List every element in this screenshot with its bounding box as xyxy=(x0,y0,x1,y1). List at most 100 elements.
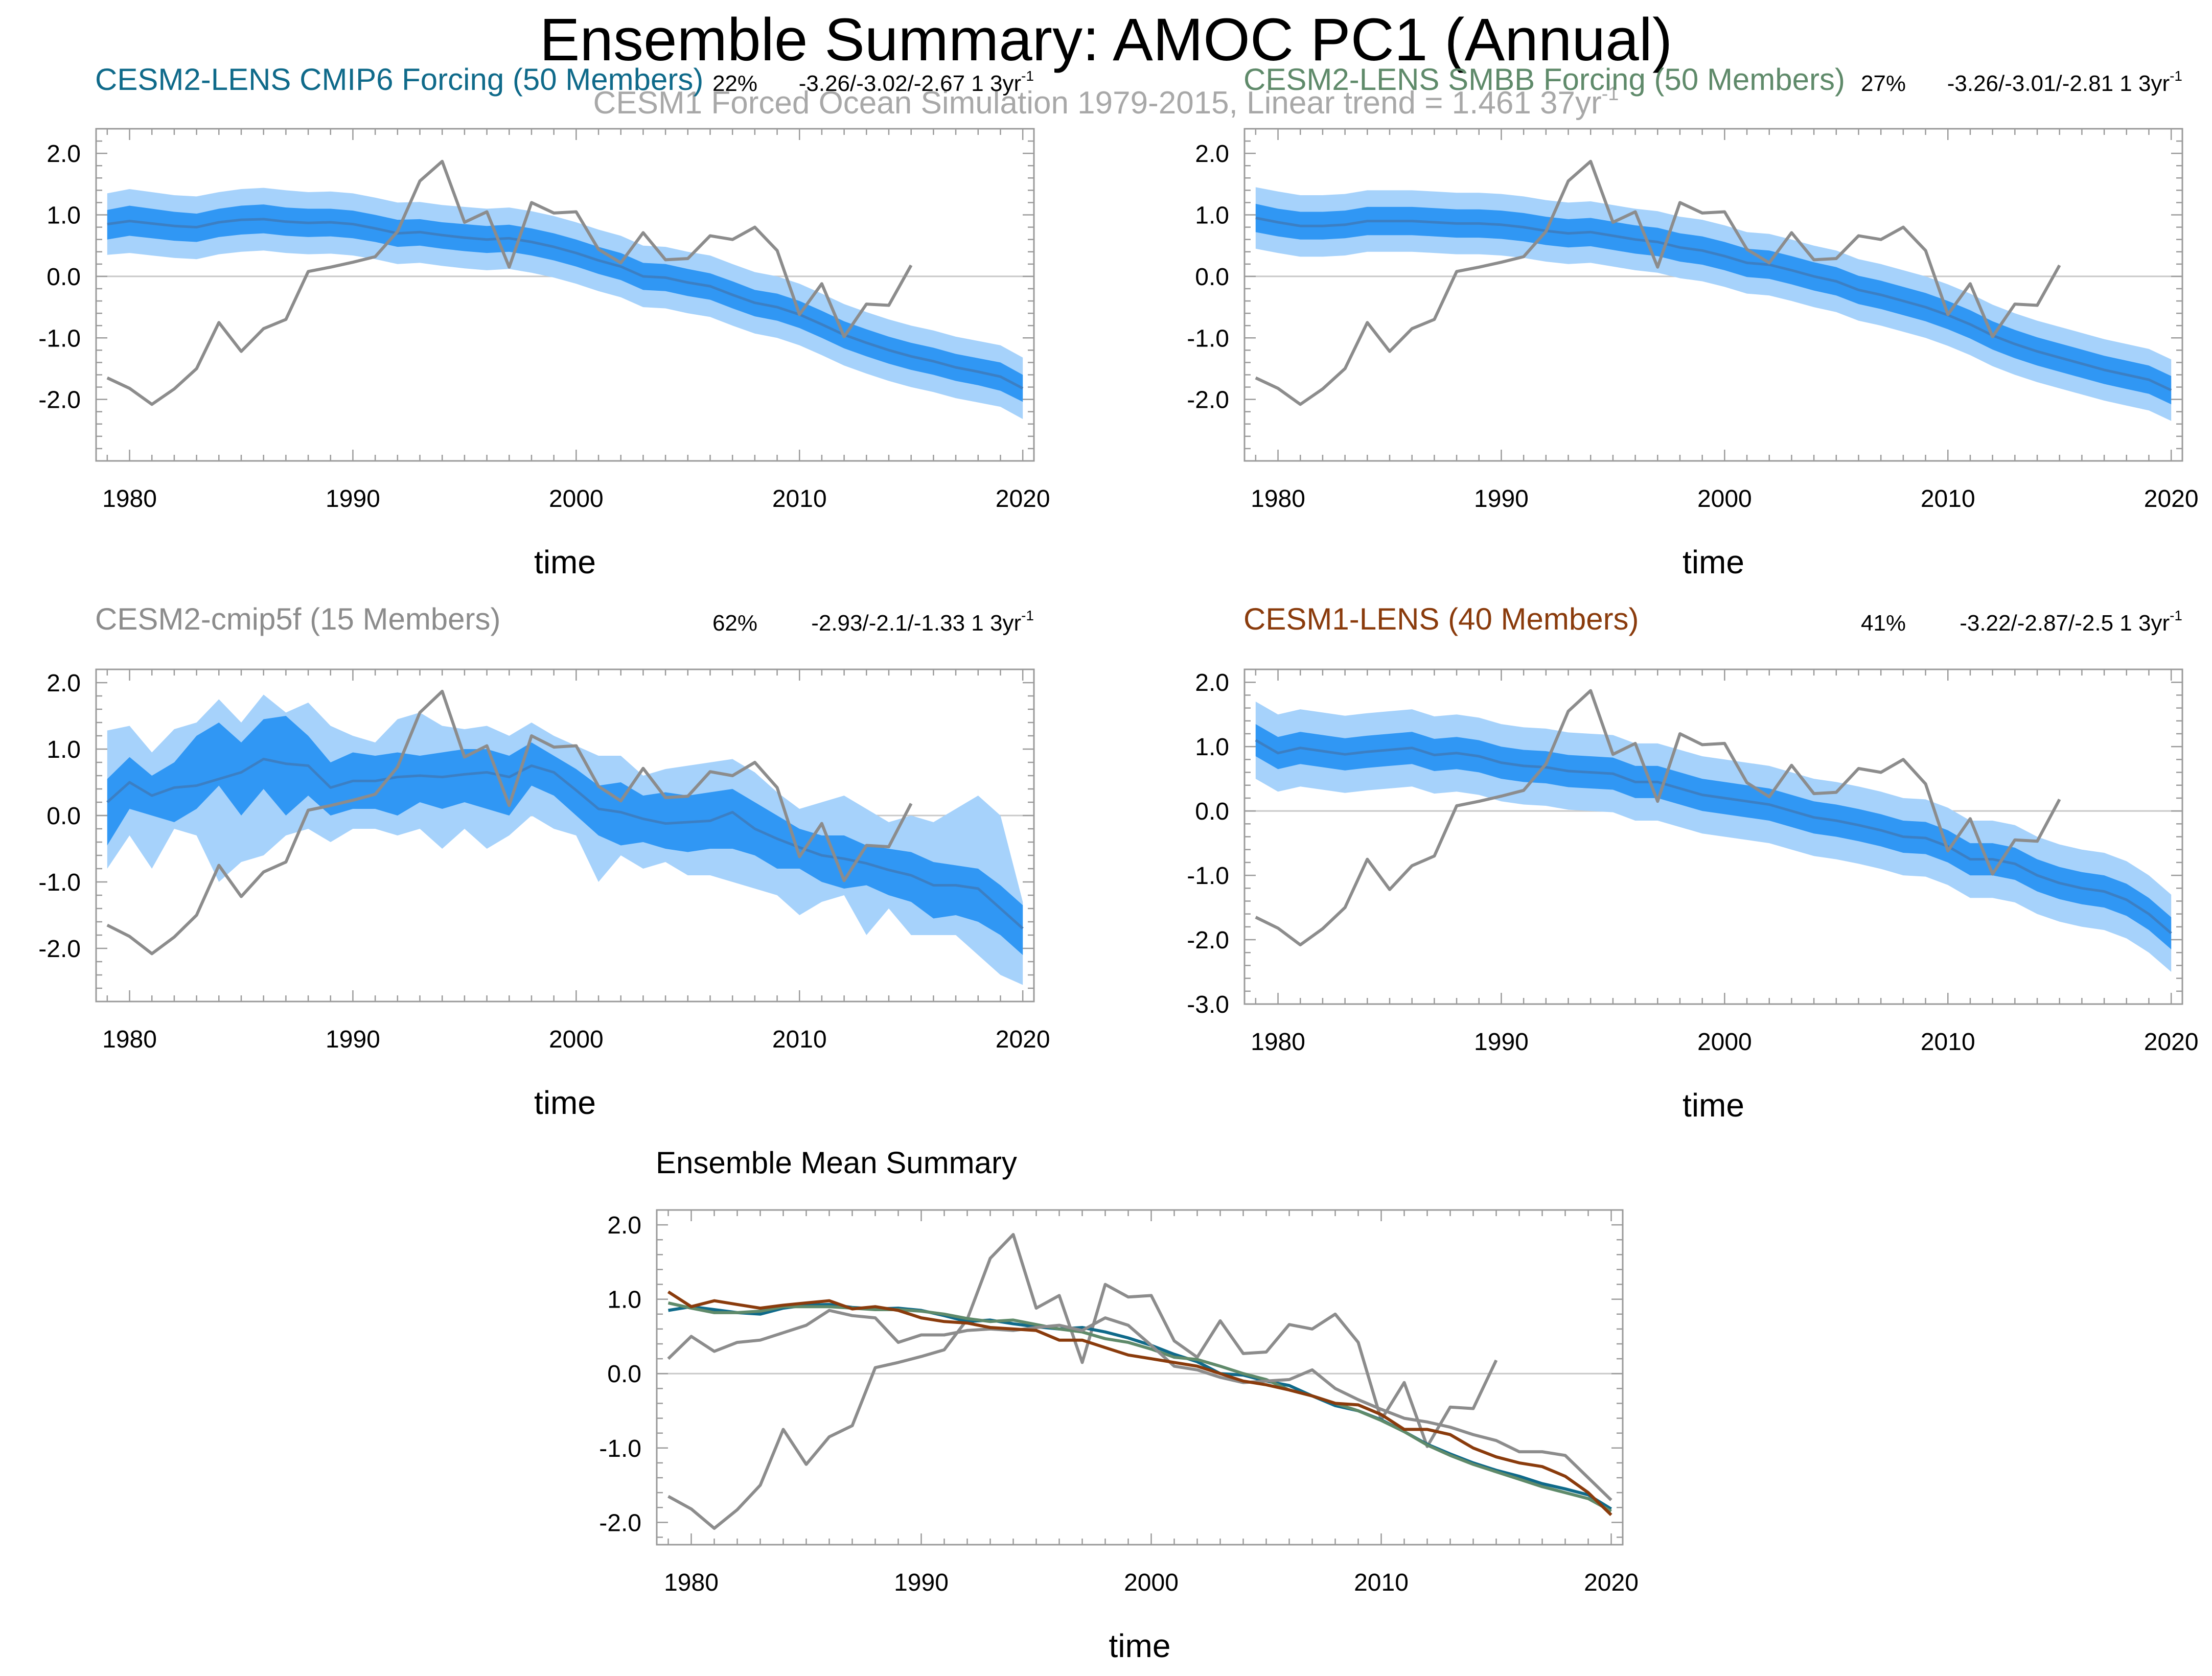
plot-area-summary xyxy=(657,1233,1623,1530)
plot-area-cmip5f xyxy=(96,689,1034,985)
trend-label-text-cmip5f: -2.93/-2.1/-1.33 1 3yr xyxy=(811,611,1021,636)
x-tick-label: 1980 xyxy=(1251,1029,1305,1056)
plot-frame-cmip5f xyxy=(95,668,1035,1003)
y-tick-label: 1.0 xyxy=(1195,202,1229,229)
trend-label-text-smbb: -3.26/-3.01/-2.81 1 3yr xyxy=(1947,71,2170,96)
y-tick-label: -1.0 xyxy=(599,1435,641,1462)
percent-label-smbb: 27% xyxy=(1861,71,1906,96)
y-tick-label: -1.0 xyxy=(1187,325,1229,352)
y-tick-label: 1.0 xyxy=(1195,734,1229,761)
ensemble-mean-line-lens1 xyxy=(1255,739,2172,935)
chart-title-cmip5f: CESM2-cmip5f (15 Members) xyxy=(95,602,501,636)
x-tick-label: 2010 xyxy=(1921,1029,1975,1056)
y-tick-label: 2.0 xyxy=(1195,141,1229,168)
panels-group: CESM2-LENS CMIP6 Forcing (50 Members) 22%… xyxy=(38,62,2198,1664)
trend-label-text-cmip6: -3.26/-3.02/-2.67 1 3yr xyxy=(799,71,1021,96)
x-tick-label: 2010 xyxy=(1921,485,1975,513)
trend-label-sup-cmip6: -1 xyxy=(1021,68,1034,84)
plot-area-smbb xyxy=(1245,159,2182,421)
plot-area-lens1 xyxy=(1245,689,2182,972)
x-tick-label: 2000 xyxy=(1697,485,1752,513)
figure-subtitle-text: CESM1 Forced Ocean Simulation 1979-2015,… xyxy=(593,85,1602,121)
figure-subtitle-sup: -1 xyxy=(1602,83,1619,105)
chart-panel-summary: Ensemble Mean Summary 1980 1990 2000 2010 202… xyxy=(599,1146,1639,1664)
x-tick-label: 2000 xyxy=(1124,1569,1179,1596)
y-tick-label: 0.0 xyxy=(1195,798,1229,825)
chart-panel-smbb: CESM2-LENS SMBB Forcing (50 Members) 27% -… xyxy=(1187,62,2198,580)
y-tick-label: -1.0 xyxy=(38,325,81,352)
page-title: Ensemble Summary: AMOC PC1 (Annual) xyxy=(540,6,1673,74)
y-tick-label: -2.0 xyxy=(1187,927,1229,954)
figure-subtitle: CESM1 Forced Ocean Simulation 1979-2015,… xyxy=(593,83,1619,121)
chart-title-summary: Ensemble Mean Summary xyxy=(656,1146,1017,1180)
inner-band-lens1 xyxy=(1255,724,2172,949)
series-line-3 xyxy=(667,1290,1612,1516)
trend-label-smbb: -3.26/-3.01/-2.81 1 3yr-1 xyxy=(1947,68,2182,96)
x-tick-label: 2020 xyxy=(2144,1029,2199,1056)
trend-label-sup-lens1: -1 xyxy=(2170,608,2182,623)
x-tick-label: 1980 xyxy=(1251,485,1305,513)
ensemble-mean-line-smbb xyxy=(1255,217,2172,391)
x-tick-label: 2020 xyxy=(996,1026,1050,1053)
y-tick-label: -1.0 xyxy=(1187,863,1229,890)
x-tick-label: 2020 xyxy=(1584,1569,1639,1596)
obs-line-cmip6 xyxy=(106,159,913,406)
y-tick-label: 1.0 xyxy=(607,1287,641,1314)
y-tick-label: -3.0 xyxy=(1187,991,1229,1018)
x-tick-label: 1990 xyxy=(1474,1029,1529,1056)
x-tick-label: 2000 xyxy=(1697,1029,1752,1056)
y-tick-label: -2.0 xyxy=(38,387,81,414)
y-tick-label: 2.0 xyxy=(607,1212,641,1239)
y-tick-label: -2.0 xyxy=(1187,387,1229,414)
y-tick-label: 1.0 xyxy=(47,736,81,763)
plot-frame-summary xyxy=(656,1209,1624,1546)
outer-band-smbb xyxy=(1255,187,2172,421)
x-tick-label: 2010 xyxy=(1354,1569,1409,1596)
chart-panel-cmip6: CESM2-LENS CMIP6 Forcing (50 Members) 22%… xyxy=(38,62,1050,580)
plot-frame-cmip6 xyxy=(95,128,1035,462)
trend-label-sup-smbb: -1 xyxy=(2170,68,2182,84)
y-tick-label: -2.0 xyxy=(599,1509,641,1537)
ensemble-mean-line-cmip6 xyxy=(107,218,1024,390)
chart-panel-cmip5f: CESM2-cmip5f (15 Members) 62% -2.93/-2.1/-… xyxy=(38,602,1050,1121)
chart-title-cmip6: CESM2-LENS CMIP6 Forcing (50 Members) xyxy=(95,62,703,97)
y-tick-label: 2.0 xyxy=(47,141,81,168)
x-tick-label: 1990 xyxy=(326,485,380,513)
x-axis-label-cmip5f: time xyxy=(534,1084,596,1121)
x-tick-label: 2010 xyxy=(772,1026,827,1053)
x-tick-label: 1990 xyxy=(894,1569,949,1596)
y-tick-label: -1.0 xyxy=(38,869,81,896)
inner-band-cmip5f xyxy=(107,716,1023,955)
y-tick-label: 0.0 xyxy=(607,1361,641,1388)
y-tick-label: 1.0 xyxy=(47,202,81,229)
plot-area-cmip6 xyxy=(96,159,1034,420)
x-axis-label-smbb: time xyxy=(1683,544,1744,580)
x-tick-label: 2000 xyxy=(549,1026,604,1053)
y-tick-label: 0.0 xyxy=(47,803,81,830)
series-line-1 xyxy=(667,1301,1612,1513)
percent-label-cmip5f: 62% xyxy=(712,611,757,636)
x-tick-label: 2000 xyxy=(549,485,604,513)
x-tick-label: 2010 xyxy=(772,485,827,513)
trend-label-cmip5f: -2.93/-2.1/-1.33 1 3yr-1 xyxy=(811,608,1034,636)
percent-label-cmip6: 22% xyxy=(712,71,757,96)
x-axis-label-lens1: time xyxy=(1683,1087,1744,1124)
x-axis-label-cmip6: time xyxy=(534,544,596,580)
x-tick-label: 1990 xyxy=(1474,485,1529,513)
obs-line-summary xyxy=(667,1233,1498,1530)
plot-frame-smbb xyxy=(1243,128,2183,462)
x-tick-label: 1990 xyxy=(326,1026,380,1053)
trend-label-text-lens1: -3.22/-2.87/-2.5 1 3yr xyxy=(1960,611,2170,636)
x-axis-label-summary: time xyxy=(1109,1627,1171,1664)
y-tick-label: 2.0 xyxy=(1195,669,1229,696)
y-tick-label: 0.0 xyxy=(1195,264,1229,291)
trend-label-lens1: -3.22/-2.87/-2.5 1 3yr-1 xyxy=(1960,608,2182,636)
trend-label-sup-cmip5f: -1 xyxy=(1021,608,1034,623)
x-tick-label: 1980 xyxy=(102,1026,157,1053)
percent-label-lens1: 41% xyxy=(1861,611,1906,636)
chart-title-smbb: CESM2-LENS SMBB Forcing (50 Members) xyxy=(1243,62,1845,97)
trend-label-cmip6: -3.26/-3.02/-2.67 1 3yr-1 xyxy=(799,68,1034,96)
x-tick-label: 1980 xyxy=(664,1569,719,1596)
inner-band-cmip6 xyxy=(107,204,1023,402)
